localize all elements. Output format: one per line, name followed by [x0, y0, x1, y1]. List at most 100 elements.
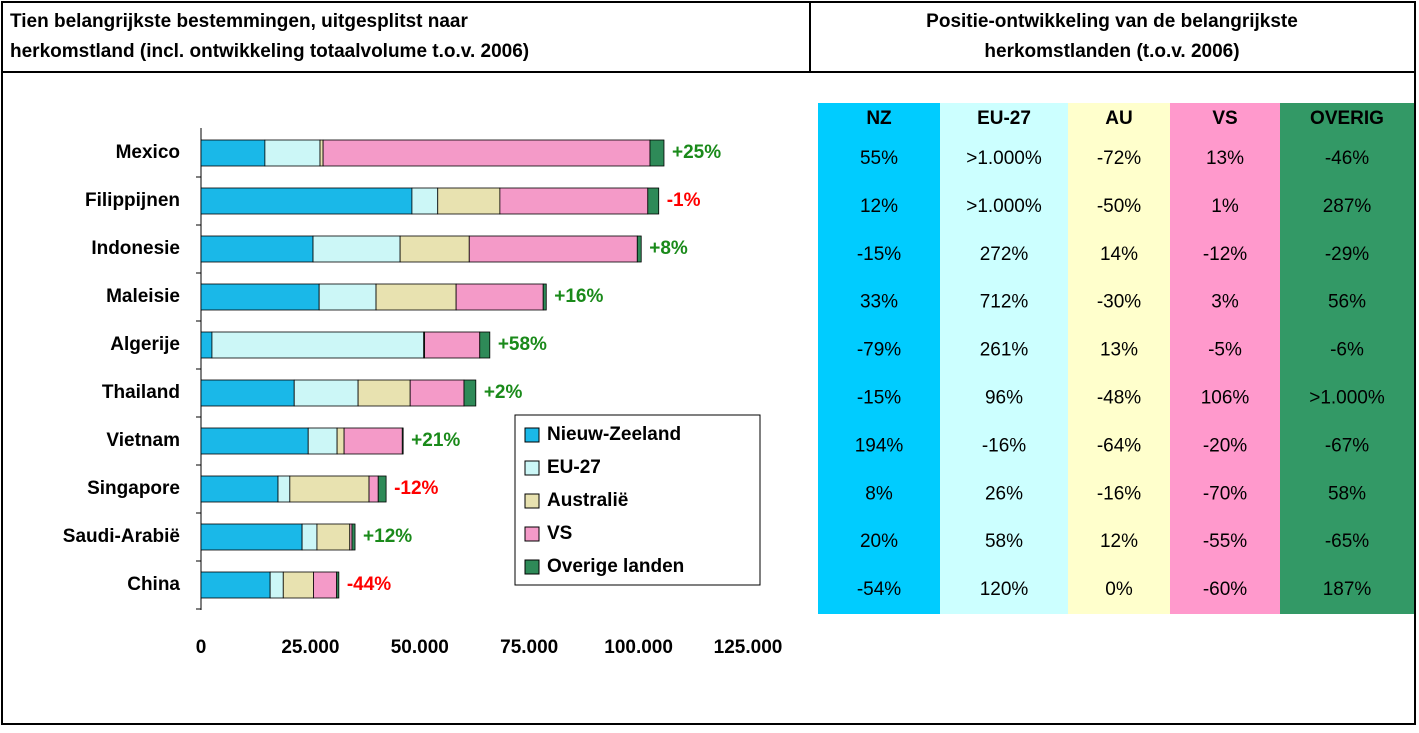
- bar-segment: [200, 283, 320, 311]
- table-cell: 106%: [1201, 387, 1250, 408]
- legend-label: EU-27: [547, 457, 601, 478]
- bar-segment: [264, 139, 321, 167]
- bar-segment: [211, 331, 425, 359]
- table-cell: 20%: [860, 531, 898, 552]
- change-label: -12%: [394, 478, 438, 499]
- bar-segment: [377, 475, 387, 503]
- table-header: OVERIG: [1310, 108, 1384, 129]
- bar-segment: [368, 475, 379, 503]
- bar-segment: [336, 427, 345, 455]
- right-title: herkomstlanden (t.o.v. 2006): [984, 41, 1239, 62]
- bar-segment: [200, 139, 266, 167]
- table-cell: 8%: [865, 483, 893, 504]
- bar-segment: [277, 475, 291, 503]
- category-label: Thailand: [102, 382, 180, 403]
- table-cell: 187%: [1323, 579, 1372, 600]
- category-label: Vietnam: [106, 430, 180, 451]
- table-cell: -70%: [1203, 483, 1247, 504]
- change-label: +16%: [554, 286, 603, 307]
- table-cell: -72%: [1097, 148, 1141, 169]
- category-label: Filippijnen: [85, 190, 180, 211]
- category-label: China: [127, 574, 180, 595]
- bar-segment: [542, 283, 547, 311]
- bar-segment: [411, 187, 439, 215]
- bar-segment: [200, 571, 271, 599]
- table-cell: -15%: [857, 244, 901, 265]
- bar-segment: [636, 235, 642, 263]
- table-cell: -60%: [1203, 579, 1247, 600]
- x-tick-label: 0: [196, 637, 207, 658]
- table-cell: -64%: [1097, 435, 1141, 456]
- bar-segment: [200, 331, 213, 359]
- legend-label: Overige landen: [547, 556, 684, 577]
- table-cell: 287%: [1323, 196, 1372, 217]
- table-header: EU-27: [977, 108, 1031, 129]
- table-cell: -48%: [1097, 387, 1141, 408]
- x-tick-label: 100.000: [604, 637, 673, 658]
- table-cell: 1%: [1211, 196, 1239, 217]
- legend-swatch: [524, 460, 540, 476]
- category-label: Indonesie: [91, 238, 180, 259]
- table-cell: >1.000%: [966, 196, 1042, 217]
- bar-segment: [375, 283, 457, 311]
- x-tick-label: 25.000: [281, 637, 339, 658]
- table-column: [1068, 103, 1170, 614]
- table-cell: -65%: [1325, 531, 1369, 552]
- legend-label: Australië: [547, 490, 628, 511]
- table-cell: -55%: [1203, 531, 1247, 552]
- table-cell: 55%: [860, 148, 898, 169]
- bar-segment: [649, 139, 665, 167]
- table-cell: -54%: [857, 579, 901, 600]
- change-label: +58%: [498, 334, 547, 355]
- table-cell: 12%: [860, 196, 898, 217]
- bar-segment: [409, 379, 465, 407]
- bar-segment: [313, 571, 338, 599]
- table-cell: -20%: [1203, 435, 1247, 456]
- bar-segment: [200, 187, 413, 215]
- table-cell: >1.000%: [966, 148, 1042, 169]
- table-cell: -29%: [1325, 244, 1369, 265]
- table-cell: 58%: [1328, 483, 1366, 504]
- bar-segment: [319, 139, 324, 167]
- x-tick-label: 125.000: [714, 637, 783, 658]
- table-cell: 56%: [1328, 292, 1366, 313]
- bar-segment: [282, 571, 314, 599]
- bar-segment: [437, 187, 501, 215]
- legend-swatch: [524, 559, 540, 575]
- table-cell: 194%: [855, 435, 904, 456]
- legend-swatch: [524, 493, 540, 509]
- table-cell: -5%: [1208, 340, 1242, 361]
- bar-segment: [647, 187, 660, 215]
- change-label: +12%: [363, 526, 412, 547]
- category-label: Saudi-Arabië: [63, 526, 180, 547]
- bar-segment: [343, 427, 403, 455]
- table-cell: -67%: [1325, 435, 1369, 456]
- table-column: [1280, 103, 1414, 614]
- bar-segment: [499, 187, 649, 215]
- bar-segment: [351, 523, 356, 551]
- bar-segment: [468, 235, 638, 263]
- bar-segment: [200, 523, 303, 551]
- legend-swatch: [524, 526, 540, 542]
- legend-label: VS: [547, 523, 572, 544]
- bar-segment: [307, 427, 338, 455]
- x-tick-label: 50.000: [391, 637, 449, 658]
- table-cell: 58%: [985, 531, 1023, 552]
- change-label: +21%: [411, 430, 460, 451]
- bar-segment: [401, 427, 404, 455]
- table-cell: 14%: [1100, 244, 1138, 265]
- change-label: +8%: [649, 238, 688, 259]
- table-cell: 96%: [985, 387, 1023, 408]
- bar-segment: [269, 571, 284, 599]
- table-cell: -46%: [1325, 148, 1369, 169]
- left-title: herkomstland (incl. ontwikkeling totaalv…: [10, 41, 529, 62]
- legend-label: Nieuw-Zeeland: [547, 424, 681, 445]
- category-label: Mexico: [116, 142, 180, 163]
- table-cell: 13%: [1206, 148, 1244, 169]
- table-cell: 272%: [980, 244, 1029, 265]
- table-cell: 33%: [860, 292, 898, 313]
- change-label: +25%: [672, 142, 721, 163]
- left-title: Tien belangrijkste bestemmingen, uitgesp…: [10, 11, 468, 32]
- bar-segment: [463, 379, 477, 407]
